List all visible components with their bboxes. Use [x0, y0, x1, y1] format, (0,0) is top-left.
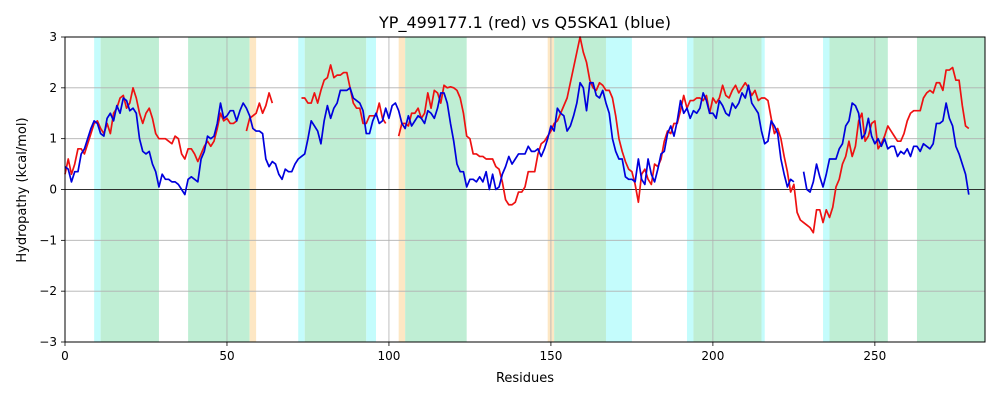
axis-ticks: 0 50 100 150 200 250 −3 −2 −1 0 1 2 3 [39, 30, 886, 363]
series-0-segment-0 [64, 86, 238, 176]
y-tick-label-1: −2 [39, 284, 57, 298]
y-tick-label-6: 3 [49, 30, 57, 44]
series-0-segment-3 [397, 36, 970, 234]
series-1-segment-0 [64, 81, 795, 196]
series-lines [64, 36, 970, 234]
x-tick-label-1: 50 [219, 349, 234, 363]
series-0-segment-2 [301, 64, 387, 125]
y-axis-label: Hydropathy (kcal/mol) [15, 117, 30, 262]
series-1-segment-1 [802, 102, 970, 195]
x-tick-label-2: 100 [377, 349, 400, 363]
y-tick-label-3: 0 [49, 183, 57, 197]
y-tick-label-0: −3 [39, 335, 57, 349]
y-tick-label-2: −1 [39, 233, 57, 247]
x-tick-label-0: 0 [61, 349, 69, 363]
x-tick-label-3: 150 [539, 349, 562, 363]
chart-title: YP_499177.1 (red) vs Q5SKA1 (blue) [378, 13, 671, 33]
x-tick-label-4: 200 [701, 349, 724, 363]
x-axis-label: Residues [496, 371, 554, 386]
y-tick-label-5: 2 [49, 81, 57, 95]
y-tick-label-4: 1 [49, 132, 57, 146]
x-tick-label-5: 250 [863, 349, 886, 363]
